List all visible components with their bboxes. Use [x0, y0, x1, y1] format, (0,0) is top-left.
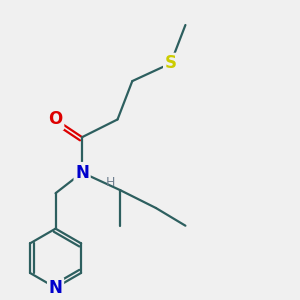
Text: N: N [75, 164, 89, 181]
Text: N: N [49, 279, 62, 297]
Text: H: H [106, 176, 115, 189]
Text: S: S [165, 54, 177, 72]
Text: O: O [48, 110, 63, 128]
